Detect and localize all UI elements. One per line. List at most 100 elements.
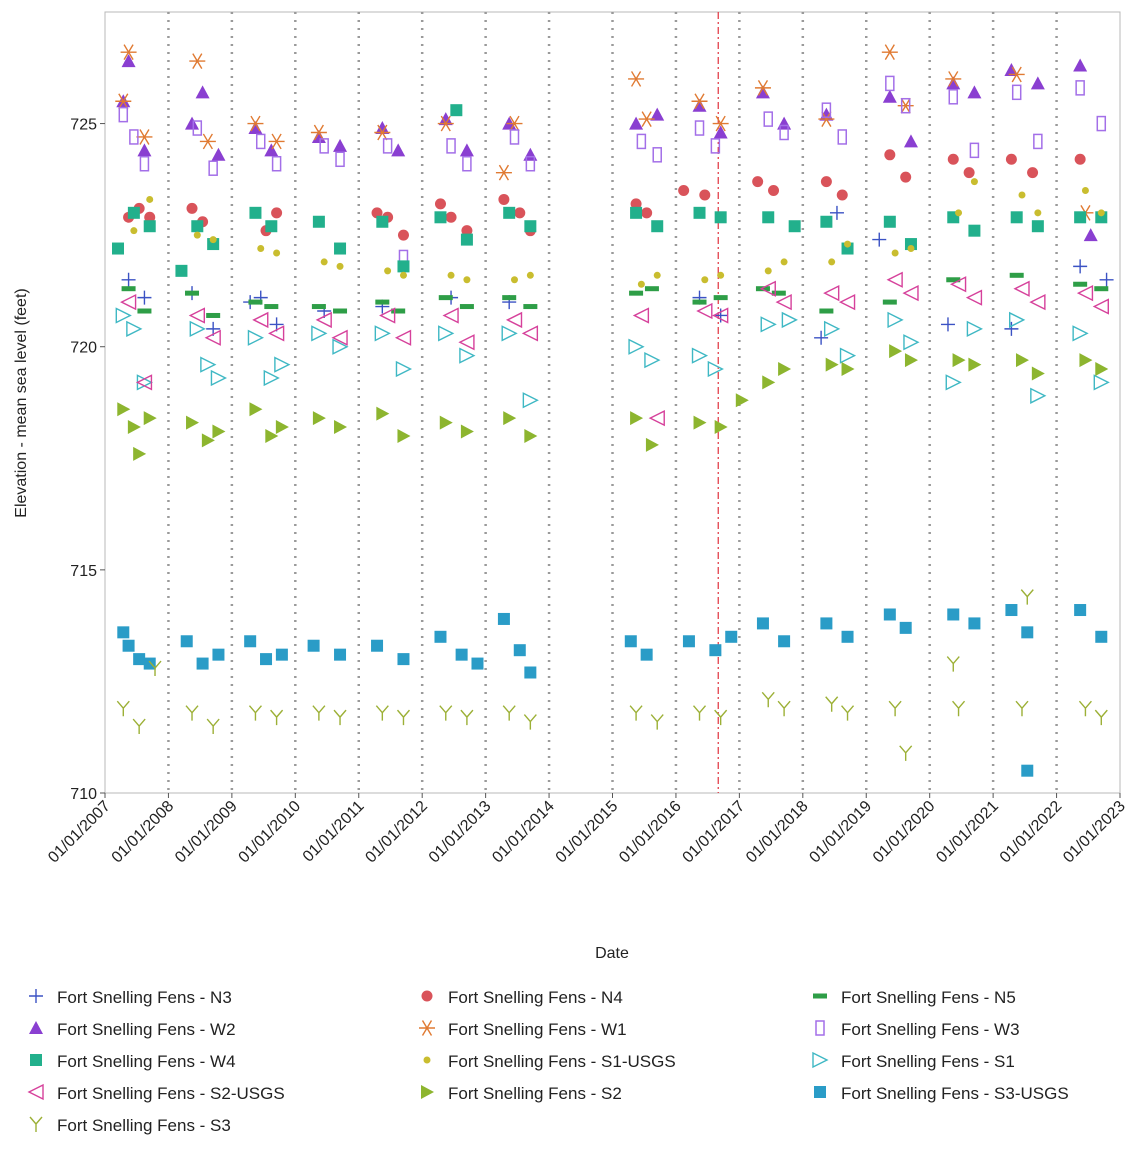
data-point (434, 198, 446, 210)
x-tick-label: 01/01/2021 (933, 798, 1002, 867)
data-point (771, 290, 786, 296)
data-point (825, 696, 839, 712)
data-point (899, 745, 913, 761)
legend-label: Fort Snelling Fens - S2-USGS (57, 1084, 285, 1103)
legend-item: Fort Snelling Fens - W2 (29, 1020, 236, 1039)
legend-marker (421, 990, 433, 1002)
data-point (1031, 366, 1045, 381)
data-point (146, 195, 154, 203)
data-point (648, 409, 665, 427)
data-point (376, 215, 389, 228)
data-point (966, 320, 983, 337)
data-point (970, 178, 978, 186)
legend-label: Fort Snelling Fens - S3 (57, 1116, 231, 1135)
data-point (735, 393, 749, 408)
data-point (1004, 321, 1019, 336)
data-point (818, 111, 835, 127)
data-point (763, 111, 773, 127)
data-point (120, 293, 137, 311)
data-point (948, 89, 959, 105)
data-point (781, 311, 798, 329)
data-point (397, 260, 410, 273)
data-point (209, 236, 217, 244)
data-point (1027, 167, 1039, 179)
data-point (903, 134, 918, 148)
data-point (710, 138, 721, 154)
data-point (1030, 387, 1047, 404)
data-point (199, 133, 216, 150)
data-point (1092, 298, 1109, 315)
data-point (264, 143, 279, 157)
data-point (1073, 259, 1088, 274)
data-point (336, 262, 344, 270)
y-tick-label: 710 (70, 786, 97, 803)
x-tick-label: 01/01/2022 (997, 798, 1066, 867)
data-point (121, 54, 136, 68)
data-point (459, 304, 474, 310)
x-tick-label: 01/01/2007 (45, 798, 114, 867)
legend-marker (27, 1083, 44, 1101)
data-point (248, 121, 263, 135)
data-point (311, 129, 326, 143)
data-point (503, 411, 517, 426)
legend-item: Fort Snelling Fens - W1 (419, 1020, 627, 1039)
data-point (652, 147, 662, 163)
y-tick-label: 720 (70, 340, 97, 357)
data-point (117, 626, 130, 639)
data-point (513, 644, 526, 657)
data-point (947, 153, 959, 165)
data-point (137, 308, 152, 314)
data-point (189, 320, 206, 337)
data-point (764, 267, 772, 275)
data-point (438, 112, 453, 126)
data-point (192, 120, 203, 136)
data-point (779, 124, 789, 141)
data-point (526, 271, 534, 279)
series-7 (130, 178, 1105, 288)
data-point (1011, 84, 1022, 101)
data-point (653, 271, 661, 279)
data-point (900, 97, 911, 114)
data-point (312, 215, 325, 228)
data-point (148, 660, 162, 677)
data-point (968, 357, 982, 372)
data-point (334, 242, 347, 255)
data-point (268, 325, 285, 342)
data-point (247, 115, 264, 132)
data-point (630, 206, 643, 219)
data-point (195, 85, 210, 99)
data-point (127, 206, 140, 219)
legend-label: Fort Snelling Fens - W2 (57, 1020, 236, 1039)
data-point (828, 258, 836, 266)
data-point (137, 143, 152, 157)
data-point (693, 206, 706, 219)
data-point (1029, 293, 1046, 311)
data-point (829, 205, 844, 220)
data-point (714, 420, 728, 435)
legend-marker (421, 1085, 434, 1099)
legend-item: Fort Snelling Fens - S3 (29, 1116, 231, 1135)
data-point (1031, 220, 1044, 233)
data-point (651, 220, 664, 233)
data-point (335, 151, 345, 168)
legend-marker (29, 1116, 43, 1132)
legend-item: Fort Snelling Fens - W3 (815, 1020, 1020, 1039)
legend-item: Fort Snelling Fens - N4 (421, 988, 623, 1007)
data-point (1010, 211, 1023, 224)
data-point (946, 656, 960, 672)
data-point (1009, 272, 1024, 278)
data-point (638, 111, 655, 127)
x-tick-label: 01/01/2016 (616, 798, 685, 867)
data-point (952, 700, 966, 717)
data-point (439, 705, 453, 721)
data-point (501, 325, 518, 342)
data-point (144, 211, 156, 223)
data-point (376, 406, 390, 421)
data-point (271, 207, 283, 219)
data-point (640, 648, 653, 661)
data-point (255, 133, 266, 150)
data-point (682, 635, 695, 648)
data-point (127, 420, 141, 435)
data-point (503, 206, 516, 219)
data-point (514, 207, 526, 219)
